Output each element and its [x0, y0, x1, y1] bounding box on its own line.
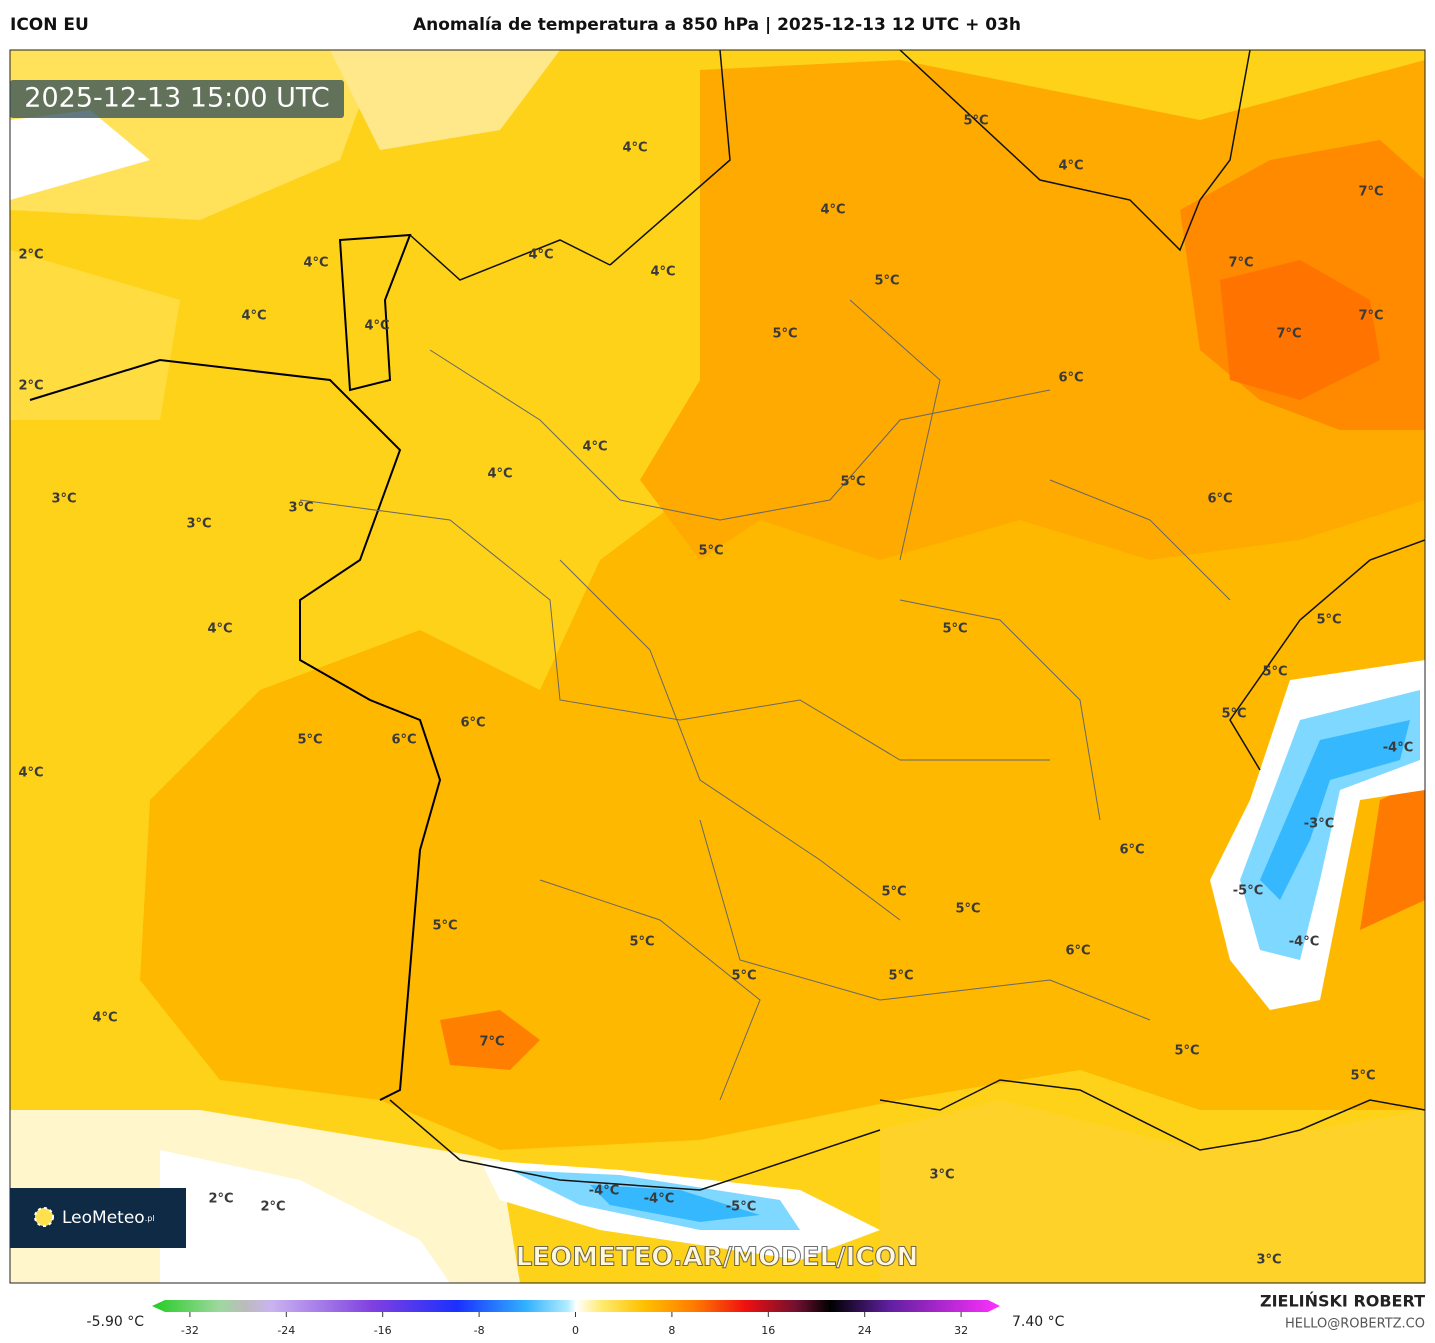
temperature-label: 6°C — [391, 733, 416, 748]
temperature-label: 4°C — [241, 309, 266, 324]
colorbar-ticks: -32 -24 -16 -8 0 8 16 24 32 — [181, 1312, 968, 1337]
colorbar-tick-label: -8 — [474, 1324, 485, 1337]
temperature-label: 6°C — [460, 716, 485, 731]
temperature-label: 5°C — [772, 327, 797, 342]
temperature-label: 5°C — [1221, 707, 1246, 722]
author: ZIELIŃSKI ROBERT — [1260, 1292, 1425, 1311]
temperature-label: 4°C — [650, 265, 675, 280]
temperature-label: 5°C — [731, 969, 756, 984]
temperature-label: 5°C — [432, 919, 457, 934]
temperature-label: 4°C — [1058, 159, 1083, 174]
temperature-label: 4°C — [92, 1011, 117, 1026]
temperature-label: 5°C — [955, 902, 980, 917]
temperature-label: 2°C — [18, 379, 43, 394]
colorbar-tick-label: 32 — [954, 1324, 968, 1337]
temperature-label: 7°C — [479, 1035, 504, 1050]
map-title: Anomalía de temperatura a 850 hPa | 2025… — [413, 15, 1021, 35]
temperature-label: 4°C — [528, 248, 553, 263]
colorbar-tick-label: 8 — [668, 1324, 675, 1337]
temperature-label: 5°C — [1262, 665, 1287, 680]
temperature-label: 4°C — [622, 141, 647, 156]
colorbar — [152, 1300, 1000, 1312]
temperature-label: 5°C — [1174, 1044, 1199, 1059]
temperature-label: -5°C — [726, 1200, 756, 1215]
temperature-label: 6°C — [1119, 843, 1144, 858]
temperature-label: 5°C — [963, 114, 988, 129]
temperature-label: -3°C — [1304, 817, 1334, 832]
temperature-label: 7°C — [1358, 185, 1383, 200]
colorbar-tick-label: -16 — [374, 1324, 392, 1337]
temperature-label: 4°C — [18, 766, 43, 781]
temperature-label: 6°C — [1058, 371, 1083, 386]
logo-name: LeoMeteo.pl — [62, 1208, 155, 1228]
temperature-label: 7°C — [1358, 309, 1383, 324]
map-frame — [9, 49, 1426, 1284]
temperature-label: 5°C — [942, 622, 967, 637]
map — [10, 50, 1425, 1283]
temperature-labels: 4°C 5°C 4°C 4°C 7°C 2°C 4°C 4°C 4°C 5°C 7°C 4°C 4°C 5… — [18, 114, 1413, 1268]
temperature-label: 4°C — [820, 203, 845, 218]
temperature-label: 5°C — [840, 475, 865, 490]
temperature-label: -4°C — [589, 1184, 619, 1199]
temperature-label: 5°C — [1350, 1069, 1375, 1084]
temperature-label: 3°C — [51, 492, 76, 507]
model-name: ICON EU — [10, 15, 89, 35]
temperature-label: -4°C — [1383, 741, 1413, 756]
temperature-label: 5°C — [629, 935, 654, 950]
colorbar-tick-label: 16 — [761, 1324, 775, 1337]
temperature-label: 7°C — [1276, 327, 1301, 342]
temperature-label: 5°C — [698, 544, 723, 559]
temperature-label: 2°C — [208, 1192, 233, 1207]
colorbar-tick-label: 24 — [858, 1324, 872, 1337]
temperature-label: -5°C — [1233, 884, 1263, 899]
colorbar-tick-label: -24 — [277, 1324, 295, 1337]
logo-name-text: LeoMeteo — [62, 1208, 145, 1228]
temperature-label: 5°C — [1316, 613, 1341, 628]
timestamp-box — [10, 80, 344, 118]
temperature-label: -4°C — [644, 1192, 674, 1207]
colorbar-min: -5.90 °C — [87, 1314, 145, 1330]
temperature-label: 3°C — [288, 501, 313, 516]
temperature-label: 5°C — [881, 885, 906, 900]
temperature-label: -4°C — [1289, 935, 1319, 950]
logo-suffix: .pl — [145, 1214, 155, 1223]
contact: HELLO@ROBERTZ.CO — [1285, 1317, 1425, 1332]
logo-sun — [34, 1207, 54, 1227]
timestamp: 2025-12-13 15:00 UTC — [24, 83, 329, 114]
temperature-label: 6°C — [1065, 944, 1090, 959]
temperature-label: 5°C — [297, 733, 322, 748]
temperature-label: 4°C — [207, 622, 232, 637]
temperature-label: 2°C — [18, 248, 43, 263]
temperature-label: 6°C — [1207, 492, 1232, 507]
temperature-label: 5°C — [888, 969, 913, 984]
temperature-label: 5°C — [874, 274, 899, 289]
temperature-label: 4°C — [582, 440, 607, 455]
temperature-label: 2°C — [260, 1200, 285, 1215]
temperature-label: 3°C — [186, 517, 211, 532]
temperature-label: 4°C — [487, 467, 512, 482]
temperature-label: 3°C — [1256, 1253, 1281, 1268]
watermark: LEOMETEO.AR/MODEL/ICON — [516, 1243, 919, 1273]
temperature-label: 4°C — [364, 319, 389, 334]
temperature-label: 3°C — [929, 1168, 954, 1183]
temperature-label: 4°C — [303, 256, 328, 271]
colorbar-max: 7.40 °C — [1012, 1314, 1065, 1330]
temperature-label: 7°C — [1228, 256, 1253, 271]
colorbar-tick-label: -32 — [181, 1324, 199, 1337]
colorbar-tick-label: 0 — [572, 1324, 579, 1337]
